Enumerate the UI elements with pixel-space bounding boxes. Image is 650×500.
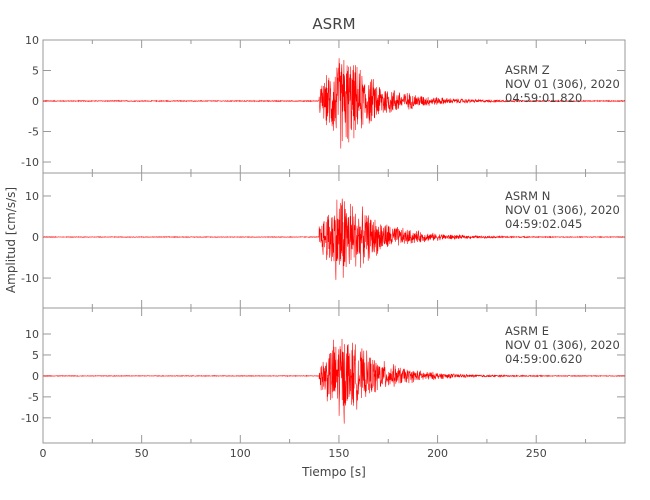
x-tick-label: 150 xyxy=(328,447,349,460)
time-label: 04:59:01.820 xyxy=(505,91,582,105)
y-tick-label: -10 xyxy=(21,412,39,425)
y-tick-label: 5 xyxy=(32,349,39,362)
y-tick-label: 0 xyxy=(32,95,39,108)
y-tick-label: 10 xyxy=(25,328,39,341)
x-tick-label: 200 xyxy=(427,447,448,460)
time-label: 04:59:00.620 xyxy=(505,352,582,366)
time-label: 04:59:02.045 xyxy=(505,217,582,231)
y-tick-label: 10 xyxy=(25,34,39,47)
waveform-z xyxy=(43,58,626,149)
y-axis-label: Amplitud [cm/s/s] xyxy=(4,187,18,293)
y-tick-label: 0 xyxy=(32,370,39,383)
x-tick-label: 250 xyxy=(526,447,547,460)
y-tick-label: -5 xyxy=(28,391,39,404)
waveform-e xyxy=(42,338,626,424)
chart-title: ASRM xyxy=(312,15,355,33)
y-tick-label: -10 xyxy=(21,156,39,169)
station-component-label: ASRM E xyxy=(505,324,549,338)
station-component-label: ASRM N xyxy=(505,189,550,203)
date-label: NOV 01 (306), 2020 xyxy=(505,338,620,352)
y-tick-label: 0 xyxy=(32,231,39,244)
y-tick-label: -5 xyxy=(28,126,39,139)
date-label: NOV 01 (306), 2020 xyxy=(505,203,620,217)
x-axis-label: Tiempo [s] xyxy=(301,465,366,479)
waveform-n xyxy=(42,198,625,280)
y-tick-label: 5 xyxy=(32,65,39,78)
y-tick-label: 10 xyxy=(25,190,39,203)
x-tick-label: 100 xyxy=(230,447,251,460)
station-component-label: ASRM Z xyxy=(505,63,550,77)
y-tick-label: -10 xyxy=(21,272,39,285)
date-label: NOV 01 (306), 2020 xyxy=(505,77,620,91)
x-tick-label: 50 xyxy=(135,447,149,460)
x-tick-label: 0 xyxy=(40,447,47,460)
